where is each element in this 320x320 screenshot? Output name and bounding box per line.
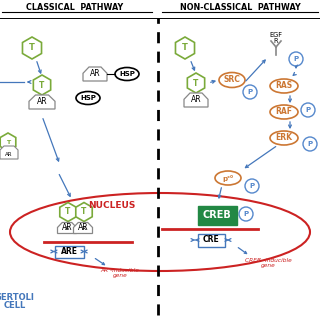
Text: P: P xyxy=(249,183,255,189)
Text: gene: gene xyxy=(113,274,127,278)
Ellipse shape xyxy=(76,92,100,105)
Text: CELL: CELL xyxy=(4,301,26,310)
Text: CLASSICAL  PATHWAY: CLASSICAL PATHWAY xyxy=(26,3,124,12)
Polygon shape xyxy=(76,203,92,221)
Polygon shape xyxy=(74,222,92,234)
Text: R: R xyxy=(274,38,278,44)
Text: HSP: HSP xyxy=(80,95,96,101)
Ellipse shape xyxy=(301,103,315,117)
Ellipse shape xyxy=(289,52,303,66)
Polygon shape xyxy=(22,37,42,59)
Text: T: T xyxy=(193,78,199,87)
Text: P: P xyxy=(308,141,313,147)
Text: CREB: CREB xyxy=(203,210,231,220)
Text: P: P xyxy=(305,107,311,113)
Ellipse shape xyxy=(243,85,257,99)
FancyBboxPatch shape xyxy=(54,245,84,258)
Ellipse shape xyxy=(219,73,245,87)
Polygon shape xyxy=(58,222,76,234)
Text: AR -inducible: AR -inducible xyxy=(100,268,140,273)
Text: AR: AR xyxy=(37,97,47,106)
Text: NON-CLASSICAL  PATHWAY: NON-CLASSICAL PATHWAY xyxy=(180,3,300,12)
Text: AR: AR xyxy=(5,151,13,156)
Text: NUCLEUS: NUCLEUS xyxy=(88,201,136,210)
Polygon shape xyxy=(29,95,55,109)
Ellipse shape xyxy=(270,131,298,145)
Text: AR: AR xyxy=(191,94,201,103)
Text: SERTOLI: SERTOLI xyxy=(0,293,35,302)
Polygon shape xyxy=(187,73,205,93)
Text: T: T xyxy=(182,44,188,52)
Polygon shape xyxy=(0,133,16,151)
Text: A: A xyxy=(65,226,69,230)
Text: CRE: CRE xyxy=(203,236,220,244)
Text: AR: AR xyxy=(78,222,88,231)
Text: HSP: HSP xyxy=(119,71,135,77)
Text: P: P xyxy=(244,211,249,217)
Text: RAS: RAS xyxy=(276,82,292,91)
Ellipse shape xyxy=(10,193,310,271)
Text: EGF: EGF xyxy=(269,32,283,38)
Text: P: P xyxy=(247,89,252,95)
Text: AR: AR xyxy=(90,68,100,77)
Ellipse shape xyxy=(270,79,298,93)
Text: pᶜ⁰: pᶜ⁰ xyxy=(222,174,234,181)
Text: RAF: RAF xyxy=(276,108,292,116)
Text: T: T xyxy=(39,81,45,90)
Polygon shape xyxy=(83,67,107,81)
Ellipse shape xyxy=(239,207,253,221)
FancyBboxPatch shape xyxy=(197,205,236,225)
Text: T: T xyxy=(81,207,87,217)
Text: T: T xyxy=(65,207,71,217)
Polygon shape xyxy=(33,75,51,95)
Ellipse shape xyxy=(270,105,298,119)
Text: ARE: ARE xyxy=(60,247,77,256)
Ellipse shape xyxy=(245,179,259,193)
Text: ERK: ERK xyxy=(276,133,292,142)
Polygon shape xyxy=(184,93,208,107)
Text: P: P xyxy=(293,56,299,62)
Text: AR: AR xyxy=(62,222,72,231)
Polygon shape xyxy=(60,203,76,221)
Text: T: T xyxy=(29,44,35,52)
Text: R: R xyxy=(81,226,85,230)
Polygon shape xyxy=(0,146,18,159)
Ellipse shape xyxy=(303,137,317,151)
Polygon shape xyxy=(175,37,195,59)
Ellipse shape xyxy=(215,171,241,185)
Text: SRC: SRC xyxy=(224,76,240,84)
Text: gene: gene xyxy=(260,263,276,268)
Text: CREB -inducible: CREB -inducible xyxy=(244,258,292,262)
FancyBboxPatch shape xyxy=(197,234,225,246)
Ellipse shape xyxy=(115,68,139,81)
Text: T: T xyxy=(6,140,10,145)
